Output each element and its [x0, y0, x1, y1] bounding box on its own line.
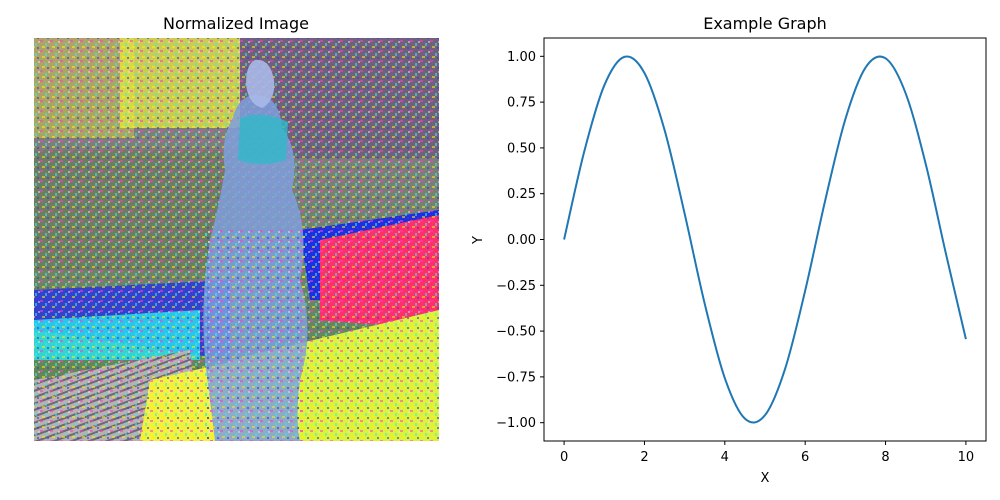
x-tick-label: 8	[881, 450, 889, 465]
normalized-image	[34, 38, 439, 441]
x-tick-label: 4	[721, 450, 729, 465]
x-tick-label: 2	[640, 450, 648, 465]
series-layer	[563, 55, 967, 424]
y-axis-label: Y	[471, 236, 486, 245]
y-tick-label: 0.25	[507, 187, 536, 202]
line-chart: Example Graph X Y 0 2 4 6 8 10 −1.00 −0.75 −0.5…	[471, 14, 987, 486]
y-tick-label: 0.00	[507, 233, 536, 248]
chart-title: Example Graph	[703, 14, 827, 33]
x-tick-label: 6	[801, 450, 809, 465]
x-tick-label: 0	[560, 450, 568, 465]
y-tick-label: 0.75	[507, 96, 536, 111]
y-tick-label: −1.00	[496, 416, 536, 431]
y-tick-label: 0.50	[507, 141, 536, 156]
y-axis-ticks: −1.00 −0.75 −0.50 −0.25 0.00 0.25 0.50 0.75 1.00	[496, 50, 544, 431]
x-axis-label: X	[761, 471, 770, 486]
image-title: Normalized Image	[163, 14, 309, 33]
y-tick-label: −0.75	[496, 370, 536, 385]
y-tick-label: 1.00	[507, 50, 536, 65]
x-tick-label: 10	[958, 450, 975, 465]
x-axis-ticks: 0 2 4 6 8 10	[560, 441, 974, 465]
plot-area	[543, 37, 987, 442]
series-line	[563, 55, 967, 424]
y-tick-label: −0.25	[496, 279, 536, 294]
y-tick-label: −0.50	[496, 325, 536, 340]
